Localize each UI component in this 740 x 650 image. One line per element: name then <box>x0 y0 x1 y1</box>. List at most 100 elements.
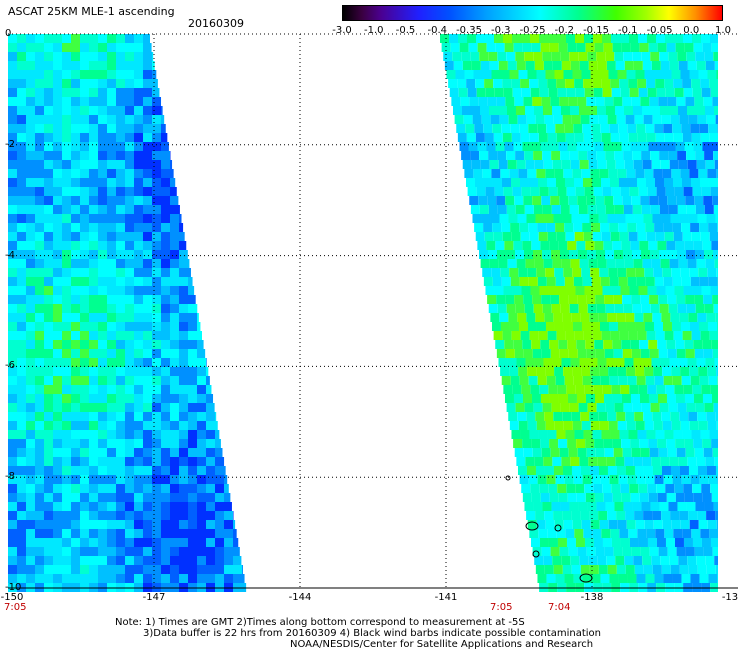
swath-cell <box>716 169 718 178</box>
swath-cell <box>170 304 179 313</box>
swath-cell <box>640 295 650 304</box>
swath-cell <box>512 34 521 43</box>
swath-cell <box>517 412 527 421</box>
swath-cell <box>604 295 614 304</box>
swath-cell <box>71 133 80 142</box>
swath-cell <box>682 430 692 439</box>
swath-cell <box>179 475 188 484</box>
swath-cell <box>568 97 578 106</box>
swath-cell <box>486 241 496 250</box>
swath-cell <box>116 79 125 88</box>
swath-cell <box>557 484 567 493</box>
swath-cell <box>580 565 590 574</box>
swath-cell <box>44 394 53 403</box>
swath-cell <box>571 412 581 421</box>
swath-cell <box>26 232 35 241</box>
swath-cell <box>653 70 663 79</box>
swath-cell <box>26 376 35 385</box>
swath-cell <box>170 502 179 511</box>
swath-cell <box>496 250 506 259</box>
swath-cell <box>691 232 701 241</box>
swath-cell <box>134 205 143 214</box>
swath-cell <box>652 313 662 322</box>
swath-cell <box>570 259 580 268</box>
swath-cell <box>62 178 71 187</box>
swath-cell <box>71 142 80 151</box>
swath-cell <box>197 457 206 466</box>
swath-cell <box>595 250 605 259</box>
swath-cell <box>707 169 717 178</box>
swath-cell <box>655 331 665 340</box>
swath-cell <box>535 466 545 475</box>
swath-cell <box>586 547 596 556</box>
swath-cell <box>44 466 53 475</box>
swath-cell <box>555 223 565 232</box>
swath-cell <box>509 367 519 376</box>
swath-cell <box>529 529 539 538</box>
swath-cell <box>134 493 143 502</box>
colorbar-tick-label: -0.5 <box>395 25 416 36</box>
swath-cell <box>663 178 673 187</box>
swath-cell <box>98 484 107 493</box>
swath-cell <box>98 115 107 124</box>
swath-cell <box>706 511 716 520</box>
swath-cell <box>143 475 152 484</box>
swath-cell <box>161 232 170 241</box>
swath-cell <box>459 142 469 151</box>
swath-cell <box>224 466 226 475</box>
swath-cell <box>653 367 663 376</box>
swath-cell <box>170 178 176 187</box>
swath-cell <box>515 403 525 412</box>
swath-cell <box>44 340 53 349</box>
swath-cell <box>98 367 107 376</box>
swath-cell <box>470 52 480 61</box>
swath-cell <box>527 70 537 79</box>
swath-cell <box>633 259 643 268</box>
swath-cell <box>452 52 462 61</box>
swath-cell <box>98 295 107 304</box>
swath-cell <box>53 484 62 493</box>
swath-cell <box>575 484 585 493</box>
colorbar <box>342 5 723 21</box>
swath-cell <box>134 547 143 556</box>
swath-cell <box>152 493 161 502</box>
swath-cell <box>125 295 134 304</box>
swath-cell <box>576 340 586 349</box>
swath-cell <box>653 421 663 430</box>
swath-cell <box>502 232 512 241</box>
swath-cell <box>62 529 71 538</box>
swath-cell <box>470 205 480 214</box>
swath-cell <box>53 430 62 439</box>
swath-cell <box>35 88 44 97</box>
swath-cell <box>44 232 53 241</box>
swath-cell <box>125 349 134 358</box>
swath-cell <box>161 268 170 277</box>
swath-cell <box>619 529 629 538</box>
swath-cell <box>161 511 170 520</box>
swath-cell <box>537 574 547 583</box>
swath-cell <box>89 268 98 277</box>
swath-cell <box>648 340 658 349</box>
swath-cell <box>512 187 522 196</box>
swath-cell <box>8 349 17 358</box>
swath-cell <box>591 574 601 583</box>
swath-cell <box>17 367 26 376</box>
swath-cell <box>548 88 558 97</box>
swath-cell <box>152 556 161 565</box>
swath-cell <box>521 484 531 493</box>
swath-cell <box>134 151 143 160</box>
swath-cell <box>649 349 659 358</box>
swath-cell <box>574 331 584 340</box>
swath-cell <box>89 106 98 115</box>
swath-cell <box>215 412 217 421</box>
swath-cell <box>595 448 605 457</box>
swath-cell <box>600 178 610 187</box>
swath-cell <box>679 565 689 574</box>
swath-cell <box>500 70 510 79</box>
swath-cell <box>713 106 718 115</box>
swath-cell <box>26 70 35 79</box>
swath-cell <box>35 259 44 268</box>
swath-cell <box>592 430 602 439</box>
swath-cell <box>606 61 616 70</box>
swath-cell <box>479 151 489 160</box>
